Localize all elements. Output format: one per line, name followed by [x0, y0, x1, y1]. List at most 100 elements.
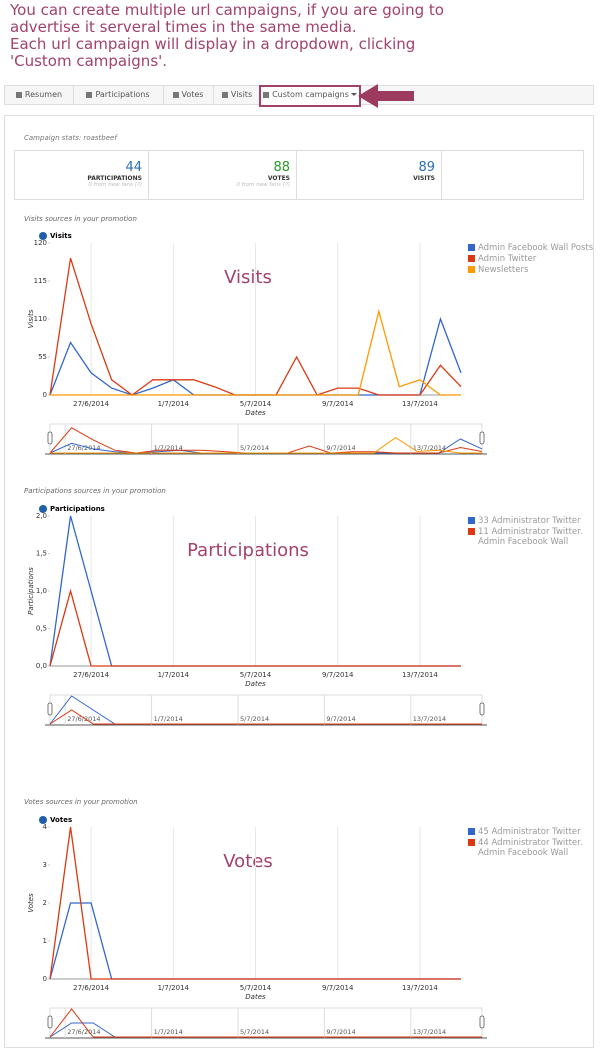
legend-entry: Admin Twitter [468, 254, 598, 264]
legend-swatch [468, 839, 475, 846]
legend-entry: 45 Administrator Twitter [468, 827, 598, 837]
y-tick-label: 110 [34, 315, 47, 323]
caret [350, 93, 357, 99]
navigator-line [50, 436, 482, 454]
panel [4, 115, 594, 1048]
tab[interactable]: Resumen [5, 86, 74, 104]
legend-entry: 11 Administrator Twitter. Admin Facebook… [468, 527, 598, 547]
y-tick-label: 55 [38, 353, 47, 361]
legend: Admin Facebook Wall Posts Admin Twitter Ne… [468, 243, 598, 276]
stat: 88 VOTES 0 from new fans (?) [149, 151, 297, 199]
navigator-tick-label: 9/7/2014 [326, 444, 355, 452]
navigator-tick-label: 27/6/2014 [67, 715, 100, 723]
annotation: You can create multiple url campaigns, i… [10, 2, 444, 70]
y-tick-label: 0 [43, 975, 47, 983]
x-axis-label: Dates [245, 680, 266, 688]
stat-note: 0 from new fans (?) [236, 182, 290, 188]
stat-label: VISITS [413, 175, 435, 182]
chart-title: Votes [50, 816, 72, 824]
tab[interactable]: Custom campaigns [259, 85, 361, 107]
chart-annotation: Votes [223, 851, 272, 872]
info-icon [39, 816, 47, 824]
section-title: Visits sources in your promotion [24, 215, 137, 223]
navigator-tick-label: 9/7/2014 [326, 1028, 355, 1036]
y-tick-label: 1 [43, 937, 47, 945]
navigator-tick-label: 5/7/2014 [240, 444, 269, 452]
navigator-tick-label: 13/7/2014 [413, 1028, 446, 1036]
stat-label: PARTICIPATIONS [87, 175, 142, 182]
annotation-line: 'Custom campaigns'. [10, 52, 168, 70]
stats-box: 44 PARTICIPATIONS 0 from new fans (?) 88… [14, 150, 584, 200]
navigator-tick-label: 5/7/2014 [240, 715, 269, 723]
chart-annotation: Visits [224, 267, 272, 288]
navigator-handle [47, 431, 53, 445]
y-tick-label: 115 [34, 277, 47, 285]
navigator-tick-label: 1/7/2014 [154, 444, 183, 452]
stat-note: 0 from new fans (?) [88, 182, 142, 188]
info-icon [39, 505, 47, 513]
tab-label: Resumen [24, 90, 63, 99]
legend-label: Admin Twitter [478, 254, 537, 264]
tab[interactable]: Votes [163, 86, 214, 104]
section-title: Participations sources in your promotion [24, 487, 166, 495]
x-axis-label: Dates [245, 409, 266, 417]
stat-value: 44 [125, 160, 142, 175]
arrow-shape [358, 84, 414, 108]
y-axis-label: Participations [27, 567, 35, 615]
navigator-tick-label: 27/6/2014 [67, 444, 100, 452]
navigator-tick-label: 1/7/2014 [154, 715, 183, 723]
x-tick-label: 27/6/2014 [73, 984, 109, 992]
tab-label: Visits [230, 90, 253, 99]
legend: 45 Administrator Twitter 44 Administrator… [468, 827, 598, 859]
x-tick-label: 27/6/2014 [73, 671, 109, 679]
x-tick-label: 1/7/2014 [158, 671, 190, 679]
tab-bar: Resumen Participations Votes Visits Cust… [4, 85, 594, 107]
navigator-handle [47, 702, 53, 716]
tab-label: Participations [95, 90, 150, 99]
navigator-tick-label: 9/7/2014 [326, 715, 355, 723]
stat: 44 PARTICIPATIONS 0 from new fans (?) [15, 151, 149, 199]
legend-label: 44 Administrator Twitter. Admin Facebook… [478, 838, 583, 858]
x-tick-label: 13/7/2014 [402, 400, 438, 408]
annotation-line: advertise it serveral times in the same … [10, 18, 357, 36]
x-tick-label: 9/7/2014 [322, 984, 354, 992]
x-tick-label: 5/7/2014 [240, 984, 272, 992]
annotation-line: Each url campaign will display in a drop… [10, 35, 416, 53]
legend-swatch [468, 255, 475, 262]
navigator-handle [479, 1015, 485, 1029]
legend-entry: Admin Facebook Wall Posts [468, 243, 598, 253]
x-tick-label: 5/7/2014 [240, 671, 272, 679]
x-axis-label: Dates [245, 993, 266, 1001]
stat-value: 88 [273, 160, 290, 175]
legend-label: Newsletters [478, 265, 529, 275]
legend: 33 Administrator Twitter 11 Administrator… [468, 516, 598, 548]
series-line [50, 308, 461, 396]
navigator-handle [479, 702, 485, 716]
stat-label: VOTES [267, 175, 290, 182]
chart-annotation: Participations [187, 540, 309, 561]
legend-swatch [468, 528, 475, 535]
info-icon [39, 232, 47, 240]
chart-title: Visits [50, 232, 72, 240]
y-tick-label: 1,0 [36, 587, 47, 595]
y-tick-label: 4 [43, 823, 48, 831]
series-line [49, 826, 461, 980]
series-line [49, 588, 461, 667]
chart-title: Participations [50, 505, 105, 513]
x-tick-label: 13/7/2014 [402, 671, 438, 679]
navigator-tick-label: 13/7/2014 [413, 715, 446, 723]
section-title: Votes sources in your promotion [24, 798, 138, 806]
y-tick-label: 0,5 [36, 625, 47, 633]
campaign-stats: Campaign stats: roastbeef [24, 134, 117, 142]
arrow [358, 84, 414, 108]
y-axis-label: Visits [27, 309, 35, 328]
legend-label: 45 Administrator Twitter [478, 827, 581, 837]
x-tick-label: 9/7/2014 [322, 400, 354, 408]
legend-entry: 33 Administrator Twitter [468, 516, 598, 526]
tab[interactable]: Participations [73, 86, 164, 104]
y-tick-label: 120 [34, 239, 47, 247]
navigator-line [49, 1008, 482, 1038]
legend-swatch [468, 517, 475, 524]
y-tick-label: 2,0 [36, 512, 47, 520]
